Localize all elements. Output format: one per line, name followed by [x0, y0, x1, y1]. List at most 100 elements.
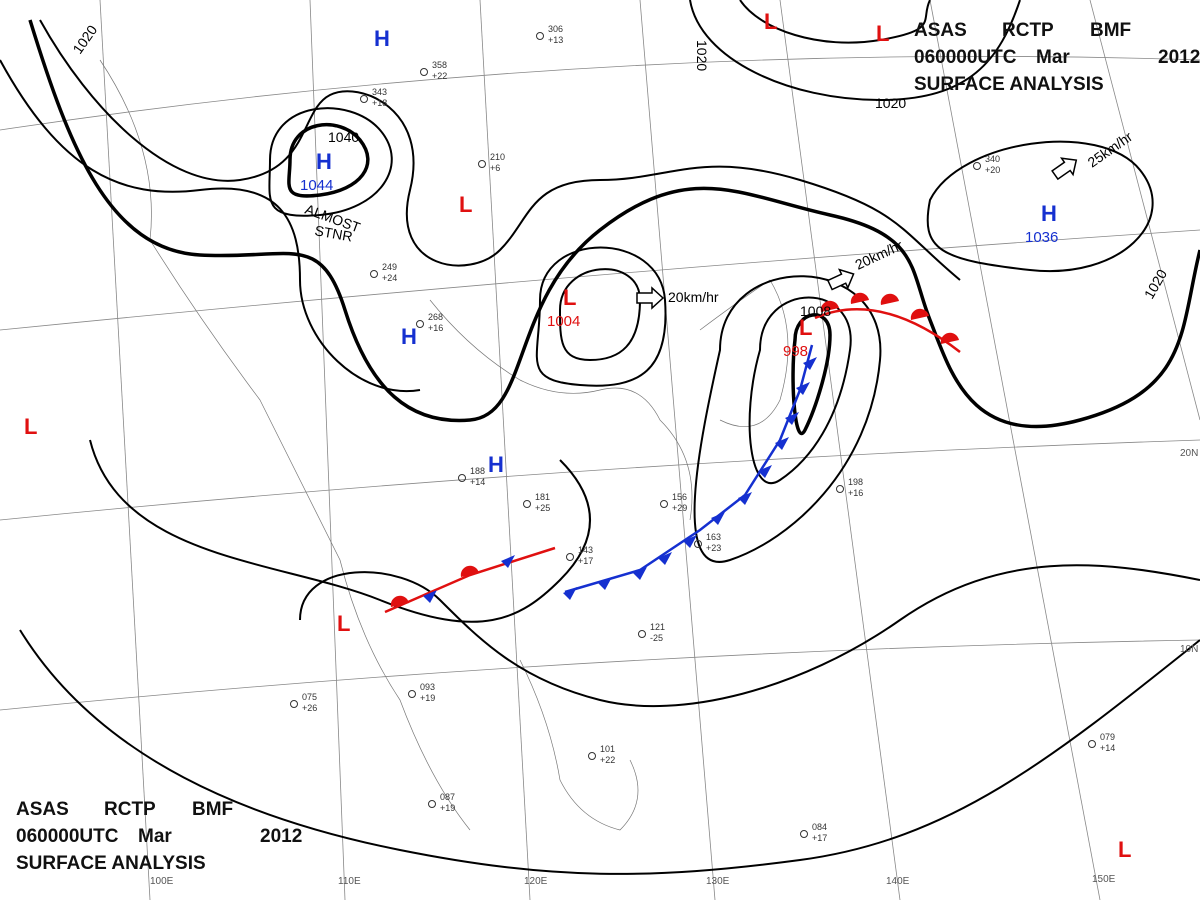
- station-marker: [408, 690, 416, 698]
- system-low: L: [764, 9, 777, 34]
- header-text: 2012: [260, 826, 302, 847]
- station-marker: [1088, 740, 1096, 748]
- cold-front-symbol: [423, 590, 437, 603]
- system-low: L: [1118, 837, 1131, 862]
- station-pressure: 075: [302, 692, 317, 702]
- station-temp: +13: [548, 35, 563, 45]
- station-temp: +19: [420, 693, 435, 703]
- central-pressure: 1004: [547, 313, 580, 330]
- station-pressure: 121: [650, 622, 665, 632]
- station-marker: [638, 630, 646, 638]
- central-pressure: 1036: [1025, 229, 1058, 246]
- header-text: Mar: [138, 826, 172, 847]
- motion-arrow: [826, 268, 855, 291]
- warm-front-symbol: [880, 293, 899, 305]
- system-high: H: [1041, 201, 1057, 226]
- station-temp: +14: [470, 477, 485, 487]
- station-temp: +19: [440, 803, 455, 813]
- station-marker: [588, 752, 596, 760]
- header-text: ASAS: [914, 20, 967, 41]
- station-pressure: 181: [535, 492, 550, 502]
- cold-front-symbol: [758, 465, 772, 478]
- system-low: L: [337, 611, 350, 636]
- station-marker: [973, 162, 981, 170]
- cold-front-symbol: [598, 577, 612, 590]
- station-temp: +20: [985, 165, 1000, 175]
- system-high: H: [401, 324, 417, 349]
- station-temp: +23: [706, 543, 721, 553]
- station-pressure: 093: [420, 682, 435, 692]
- warm-front-symbol: [910, 308, 929, 320]
- motion-label: STNR: [313, 222, 353, 244]
- station-marker: [360, 95, 368, 103]
- system-low: L: [876, 21, 889, 46]
- station-marker: [420, 68, 428, 76]
- motion-label: 20km/hr: [668, 289, 719, 305]
- grid-label: 140E: [886, 876, 910, 887]
- station-temp: +6: [490, 163, 500, 173]
- station-temp: +22: [600, 755, 615, 765]
- grid-label: 120E: [524, 876, 548, 887]
- station-pressure: 143: [578, 545, 593, 555]
- cold-front-symbol: [563, 587, 577, 600]
- station-temp: +18: [372, 98, 387, 108]
- station-pressure: 163: [706, 532, 721, 542]
- central-pressure: 998: [783, 343, 808, 360]
- grid-label: 130E: [706, 876, 730, 887]
- station-temp: +22: [432, 71, 447, 81]
- motion-arrow: [1051, 157, 1078, 181]
- station-pressure: 249: [382, 262, 397, 272]
- station-temp: +16: [848, 488, 863, 498]
- station-pressure: 156: [672, 492, 687, 502]
- fronts: [384, 292, 961, 614]
- grid-label: 110E: [338, 876, 361, 887]
- header-text: RCTP: [104, 799, 156, 820]
- cold-front-symbol: [796, 382, 810, 395]
- station-temp: +17: [578, 556, 593, 566]
- system-low: L: [563, 285, 576, 310]
- station-pressure: 079: [1100, 732, 1115, 742]
- station-temp: +14: [1100, 743, 1115, 753]
- system-high: H: [316, 149, 332, 174]
- station-marker: [800, 830, 808, 838]
- header-text: Mar: [1036, 47, 1070, 68]
- system-high: H: [488, 452, 504, 477]
- station-pressure: 210: [490, 152, 505, 162]
- station-pressure: 306: [548, 24, 563, 34]
- station-pressure: 087: [440, 792, 455, 802]
- station-pressure: 101: [600, 744, 615, 754]
- cold-front-symbol: [633, 567, 647, 580]
- cold-front-symbol: [658, 552, 672, 565]
- central-pressure: 1044: [300, 177, 333, 194]
- isobar-label: 1020: [694, 40, 710, 71]
- station-pressure: 358: [432, 60, 447, 70]
- header-text: RCTP: [1002, 20, 1054, 41]
- warm-front-symbol: [820, 300, 839, 312]
- station-marker: [566, 553, 574, 561]
- header-text: BMF: [192, 799, 233, 820]
- station-marker: [290, 700, 298, 708]
- station-temp: +29: [672, 503, 687, 513]
- header-text: SURFACE ANALYSIS: [914, 74, 1104, 95]
- station-temp: +24: [382, 273, 397, 283]
- station-marker: [660, 500, 668, 508]
- station-pressure: 084: [812, 822, 827, 832]
- grid-label: 100E: [150, 876, 174, 887]
- station-pressure: 340: [985, 154, 1000, 164]
- station-pressure: 188: [470, 466, 485, 476]
- isobar-label: 1040: [328, 129, 359, 145]
- station-marker: [478, 160, 486, 168]
- station-marker: [416, 320, 424, 328]
- system-low: L: [799, 315, 812, 340]
- header-text: 060000UTC: [16, 826, 119, 847]
- cold-front-symbol: [785, 412, 799, 425]
- header-text: SURFACE ANALYSIS: [16, 853, 206, 874]
- isobars: [0, 0, 1200, 875]
- header-text: BMF: [1090, 20, 1131, 41]
- station-temp: -25: [650, 633, 663, 643]
- header-text: 2012: [1158, 47, 1200, 68]
- station-marker: [523, 500, 531, 508]
- cold-front-symbol: [711, 512, 725, 525]
